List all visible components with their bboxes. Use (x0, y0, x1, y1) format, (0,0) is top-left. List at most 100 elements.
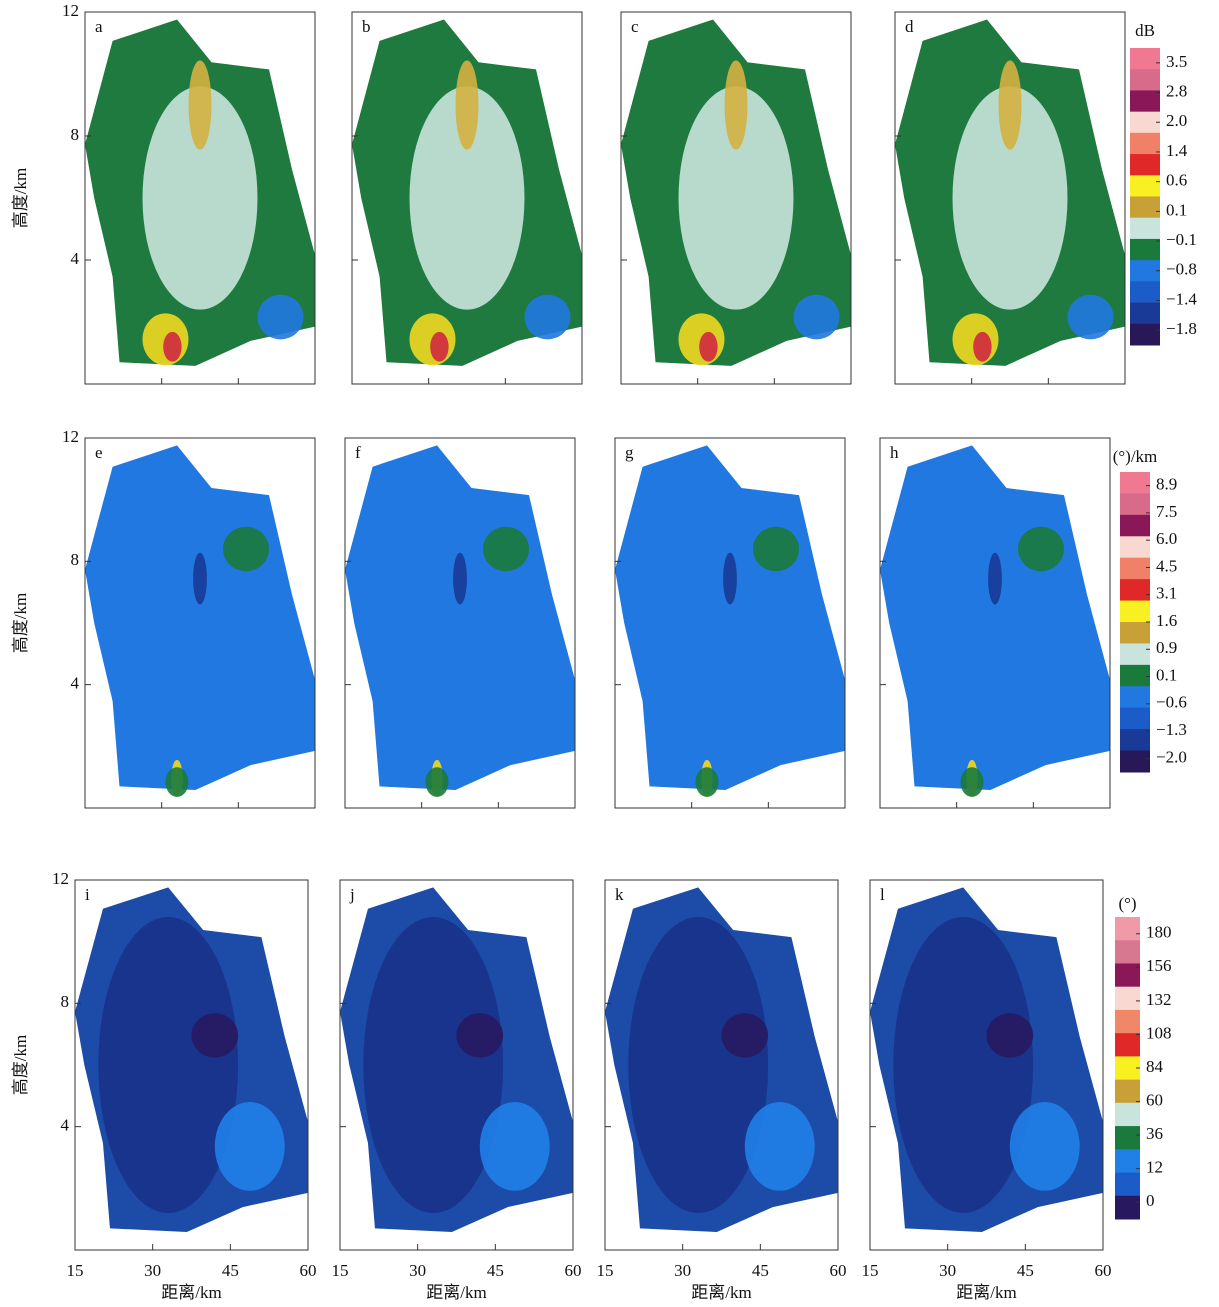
x-tick-label: 15 (862, 1261, 879, 1280)
colorbar-tick-label: 180 (1146, 923, 1172, 942)
y-tick-label: 12 (62, 427, 79, 446)
field-patch (456, 60, 479, 149)
field-patch (973, 332, 991, 362)
field-patch (987, 1013, 1034, 1057)
colorbar-swatch (1130, 281, 1160, 303)
field-patch (363, 917, 503, 1213)
colorbar-tick-label: 12 (1146, 1158, 1163, 1177)
x-tick-label: 15 (332, 1261, 349, 1280)
radar-field (345, 445, 575, 797)
field-patch (483, 527, 529, 571)
colorbar-tick-label: 2.0 (1166, 111, 1187, 130)
colorbar-swatch (1130, 69, 1160, 91)
colorbar-tick-label: −1.4 (1166, 289, 1197, 308)
field-patch (745, 1102, 815, 1191)
colorbar-tick-label: −1.3 (1156, 720, 1187, 739)
colorbar-swatch (1120, 601, 1150, 623)
colorbar-swatch (1120, 558, 1150, 580)
field-patch (1068, 295, 1114, 340)
x-axis-label: 距离/km (161, 1283, 221, 1302)
colorbar-tick-label: 3.5 (1166, 52, 1187, 71)
colorbar-swatch (1130, 260, 1160, 282)
colorbar-tick-label: 0 (1146, 1191, 1155, 1210)
field-patch (98, 917, 238, 1213)
field-patch (988, 553, 1002, 605)
colorbar-swatch (1130, 154, 1160, 176)
x-tick-label: 60 (1095, 1261, 1112, 1280)
panel-letter: b (362, 17, 371, 36)
colorbar-swatch (1120, 643, 1150, 665)
field-patch (258, 295, 304, 340)
colorbar-swatch (1130, 218, 1160, 240)
field-area (615, 445, 845, 790)
x-tick-label: 15 (597, 1261, 614, 1280)
field-patch (166, 767, 189, 797)
x-tick-label: 30 (939, 1261, 956, 1280)
colorbar-swatch (1130, 197, 1160, 219)
colorbar-title: (°) (1118, 894, 1136, 913)
x-tick-label: 45 (752, 1261, 769, 1280)
colorbar-swatch (1115, 1010, 1140, 1034)
colorbar-swatch (1120, 472, 1150, 494)
x-tick-label: 30 (674, 1261, 691, 1280)
field-patch (193, 553, 207, 605)
colorbar-tick-label: 156 (1146, 956, 1172, 975)
panel-letter: g (625, 443, 634, 462)
colorbar-swatch (1130, 133, 1160, 155)
colorbar-tick-label: −2.0 (1156, 747, 1187, 766)
x-axis-label: 距离/km (956, 1283, 1016, 1302)
field-patch (999, 60, 1022, 149)
x-tick-label: 60 (300, 1261, 317, 1280)
colorbar-tick-label: 0.1 (1156, 665, 1177, 684)
x-tick-label: 15 (67, 1261, 84, 1280)
y-tick-label: 8 (71, 550, 80, 569)
colorbar-swatch (1130, 239, 1160, 261)
x-tick-label: 60 (830, 1261, 847, 1280)
colorbar-swatch (1115, 987, 1140, 1011)
field-area (345, 445, 575, 790)
radar-field (352, 19, 582, 365)
colorbar-tick-label: −0.1 (1166, 230, 1197, 249)
field-patch (426, 767, 449, 797)
colorbar-title: dB (1135, 21, 1155, 40)
colorbar-swatch (1120, 622, 1150, 644)
colorbar-swatch (1115, 1173, 1140, 1197)
field-patch (893, 917, 1033, 1213)
field-patch (480, 1102, 550, 1191)
x-tick-label: 60 (565, 1261, 582, 1280)
panel-letter: i (85, 885, 90, 904)
radar-field (75, 887, 308, 1232)
field-patch (457, 1013, 504, 1057)
field-area (85, 445, 315, 790)
radar-field (880, 445, 1110, 797)
colorbar-swatch (1120, 751, 1150, 773)
radar-field (621, 19, 851, 365)
colorbar-tick-label: 60 (1146, 1090, 1163, 1109)
colorbar-tick-label: 8.9 (1156, 475, 1177, 494)
field-patch (1018, 527, 1064, 571)
colorbar-tick-label: 2.8 (1166, 81, 1187, 100)
colorbar-swatch (1115, 1126, 1140, 1150)
colorbar-swatch (1115, 1033, 1140, 1057)
panel-letter: j (349, 885, 355, 904)
x-tick-label: 45 (487, 1261, 504, 1280)
colorbar-tick-label: 3.1 (1156, 584, 1177, 603)
field-patch (163, 332, 181, 362)
radar-field (340, 887, 573, 1232)
figure: 高度/kma4812bcddB3.52.82.01.40.60.1−0.1−0.… (0, 0, 1219, 1307)
colorbar-tick-label: 108 (1146, 1023, 1172, 1042)
x-axis-label: 距离/km (426, 1283, 486, 1302)
panel-letter: c (631, 17, 639, 36)
panel-letter: a (95, 17, 103, 36)
field-patch (453, 553, 467, 605)
x-tick-label: 45 (222, 1261, 239, 1280)
colorbar-tick-label: 0.9 (1156, 638, 1177, 657)
y-tick-label: 4 (71, 249, 80, 268)
field-patch (430, 332, 448, 362)
field-patch (192, 1013, 239, 1057)
field-patch (753, 527, 799, 571)
field-patch (723, 553, 737, 605)
colorbar-tick-label: 0.1 (1166, 200, 1187, 219)
colorbar-swatch (1115, 1080, 1140, 1104)
colorbar-swatch (1130, 175, 1160, 197)
